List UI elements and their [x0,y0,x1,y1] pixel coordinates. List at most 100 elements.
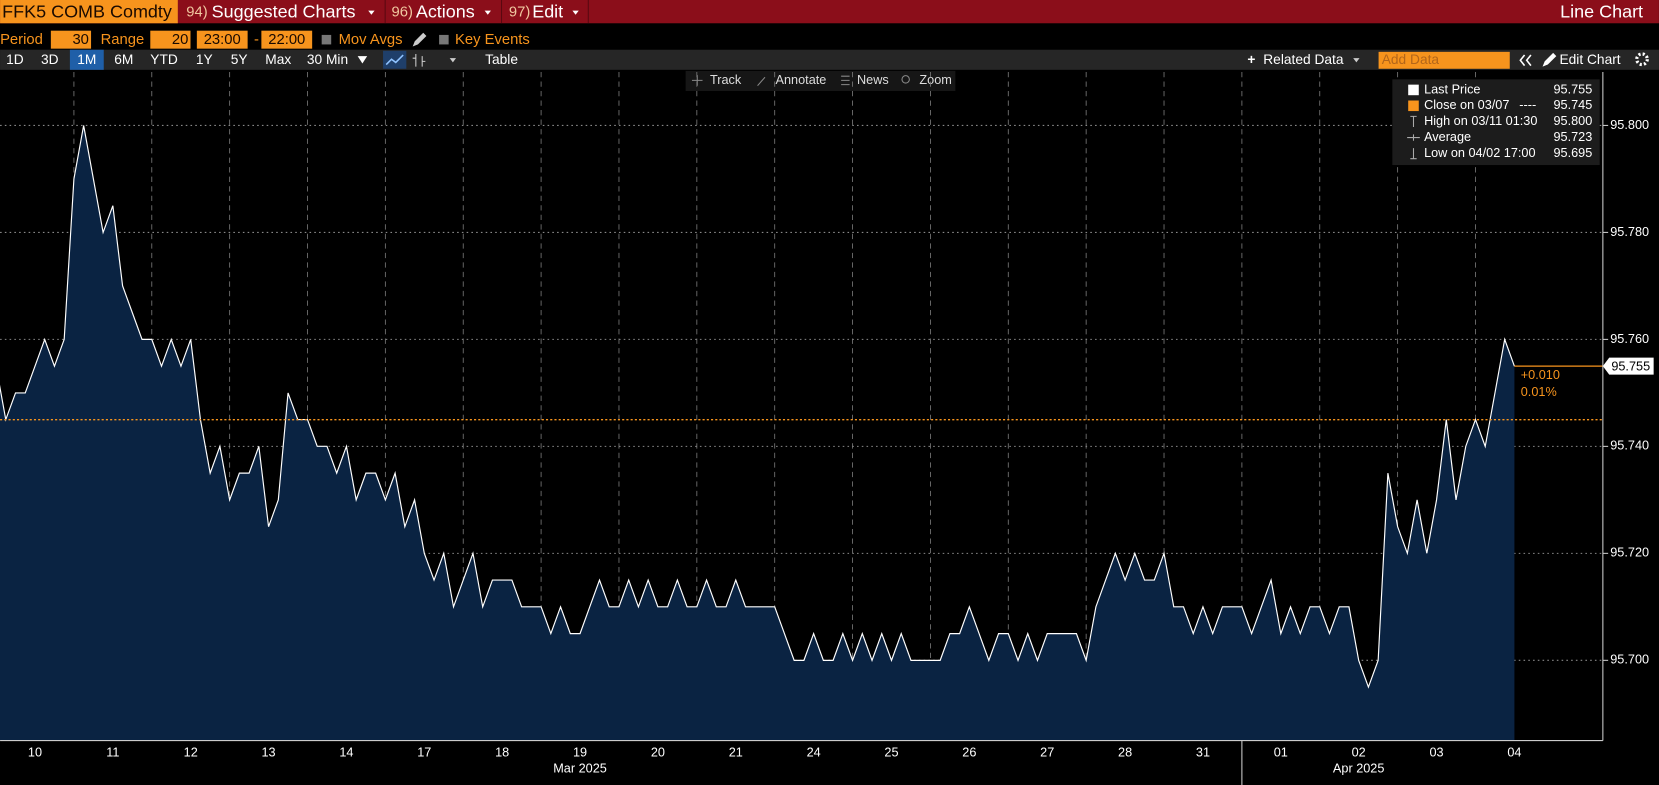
line-icon [385,54,404,66]
change-pct: 0.01% [1521,385,1557,399]
x-tick-label: 18 [495,746,509,760]
x-tick-label: 27 [1040,746,1054,760]
legend-label: Last Price [1424,82,1480,96]
caret[interactable] [449,58,457,63]
range-button[interactable]: 3D [41,52,59,67]
caret [1353,58,1360,63]
x-tick-label: 20 [651,746,665,760]
price-line [0,125,1515,689]
input[interactable] [50,30,92,49]
x-tick-label: 10 [28,746,42,760]
x-tick-label: 26 [962,746,976,760]
track-icon [691,75,703,86]
checkbox[interactable] [321,34,332,45]
input-value: 22:00 [268,32,305,48]
x-tick-label: 02 [1352,746,1366,760]
toolbar [0,49,1659,70]
legend-label: High on 03/11 01:30 [1424,114,1537,128]
tool[interactable]: Annotate [776,73,827,87]
line-icon-bg[interactable] [383,50,407,69]
chart-tools [685,70,956,91]
tool[interactable]: Zoom [919,73,951,87]
zoom-icon [901,75,910,84]
menu-num: 97) [509,5,530,21]
collapse-icon[interactable] [1519,54,1532,67]
x-tick-label: 17 [417,746,431,760]
legend-value: 95.745 [1553,98,1592,112]
legend-box [1392,79,1600,166]
caret [368,10,375,15]
input[interactable] [150,30,191,49]
x-tick-label: 13 [262,746,276,760]
x-tick-label: 28 [1118,746,1132,760]
menu[interactable]: Suggested Charts [212,1,356,21]
checkbox[interactable] [439,34,449,45]
edit-chart[interactable]: Edit Chart [1559,52,1620,67]
placeholder: Add Data [1382,52,1440,67]
x-tick-label: 21 [729,746,743,760]
label: Mov Avgs [339,32,403,48]
header-bar [0,0,1659,24]
input[interactable] [261,30,313,49]
x-tick-label: 11 [106,746,119,760]
input-value: 23:00 [204,32,241,48]
range-button[interactable]: 1M [77,52,96,67]
y-tick-label: 95.780 [1610,225,1649,239]
plus: + [1247,52,1255,67]
month-label: Apr 2025 [1333,761,1385,775]
legend-value: 95.755 [1553,82,1592,96]
add-data-input[interactable] [1378,51,1510,69]
y-tick-label: 95.700 [1610,653,1649,667]
ticker: FFK5 COMB Comdty [2,1,172,21]
legend-value: 95.695 [1553,146,1592,160]
x-tick-label: 19 [573,746,587,760]
settings-icon[interactable] [1635,52,1649,67]
menu[interactable]: Actions [416,1,475,21]
input-value: 20 [172,32,188,48]
menu[interactable]: Edit [532,1,563,21]
range-button[interactable]: YTD [150,52,178,67]
caret [484,10,491,15]
y-tick-label: 95.800 [1610,118,1649,132]
range-button[interactable]: 1D [6,52,24,67]
range-button[interactable]: 6M [114,52,133,67]
range-button[interactable]: 1Y [196,52,213,67]
legend-icon [1407,134,1420,141]
area [0,125,1515,741]
input-value: 30 [72,32,88,48]
range-button[interactable]: Max [265,52,291,67]
legend-icon [1410,148,1417,160]
pencil-icon [1542,52,1557,67]
legend-value: 95.723 [1553,130,1592,144]
legend-dash: ---- [1519,98,1536,112]
y-tick-label: 95.760 [1610,332,1649,346]
active-range [69,49,104,70]
legend-swatch [1408,100,1419,112]
tool[interactable]: Track [710,73,742,87]
table-button[interactable]: Table [485,52,518,67]
x-tick-label: 14 [339,746,353,760]
legend-icon [1410,115,1417,127]
ticker-box[interactable] [0,0,178,24]
label: Key Events [455,32,530,48]
x-tick-label: 01 [1274,746,1288,760]
tool[interactable]: News [857,73,889,87]
interval[interactable]: 30 Min [307,52,348,67]
input[interactable] [196,30,248,49]
last-price-label: 95.755 [1611,360,1650,374]
legend-label: Close on 03/07 [1424,98,1509,112]
menu-num: 94) [186,5,207,21]
last-price-box [1602,357,1654,375]
view-title: Line Chart [1560,1,1643,21]
label: Range [101,32,145,48]
annotate-icon [757,76,766,87]
news-icon [841,75,850,86]
pencil-icon[interactable] [412,32,427,47]
x-tick-label: 24 [807,746,821,760]
menu-num: 96) [392,5,413,21]
range-button[interactable]: 5Y [231,52,248,67]
month-label: Mar 2025 [553,761,607,775]
related-data[interactable]: Related Data [1263,52,1344,67]
legend-label: Low on 04/02 17:00 [1424,146,1535,160]
bar-icon[interactable] [412,53,426,67]
